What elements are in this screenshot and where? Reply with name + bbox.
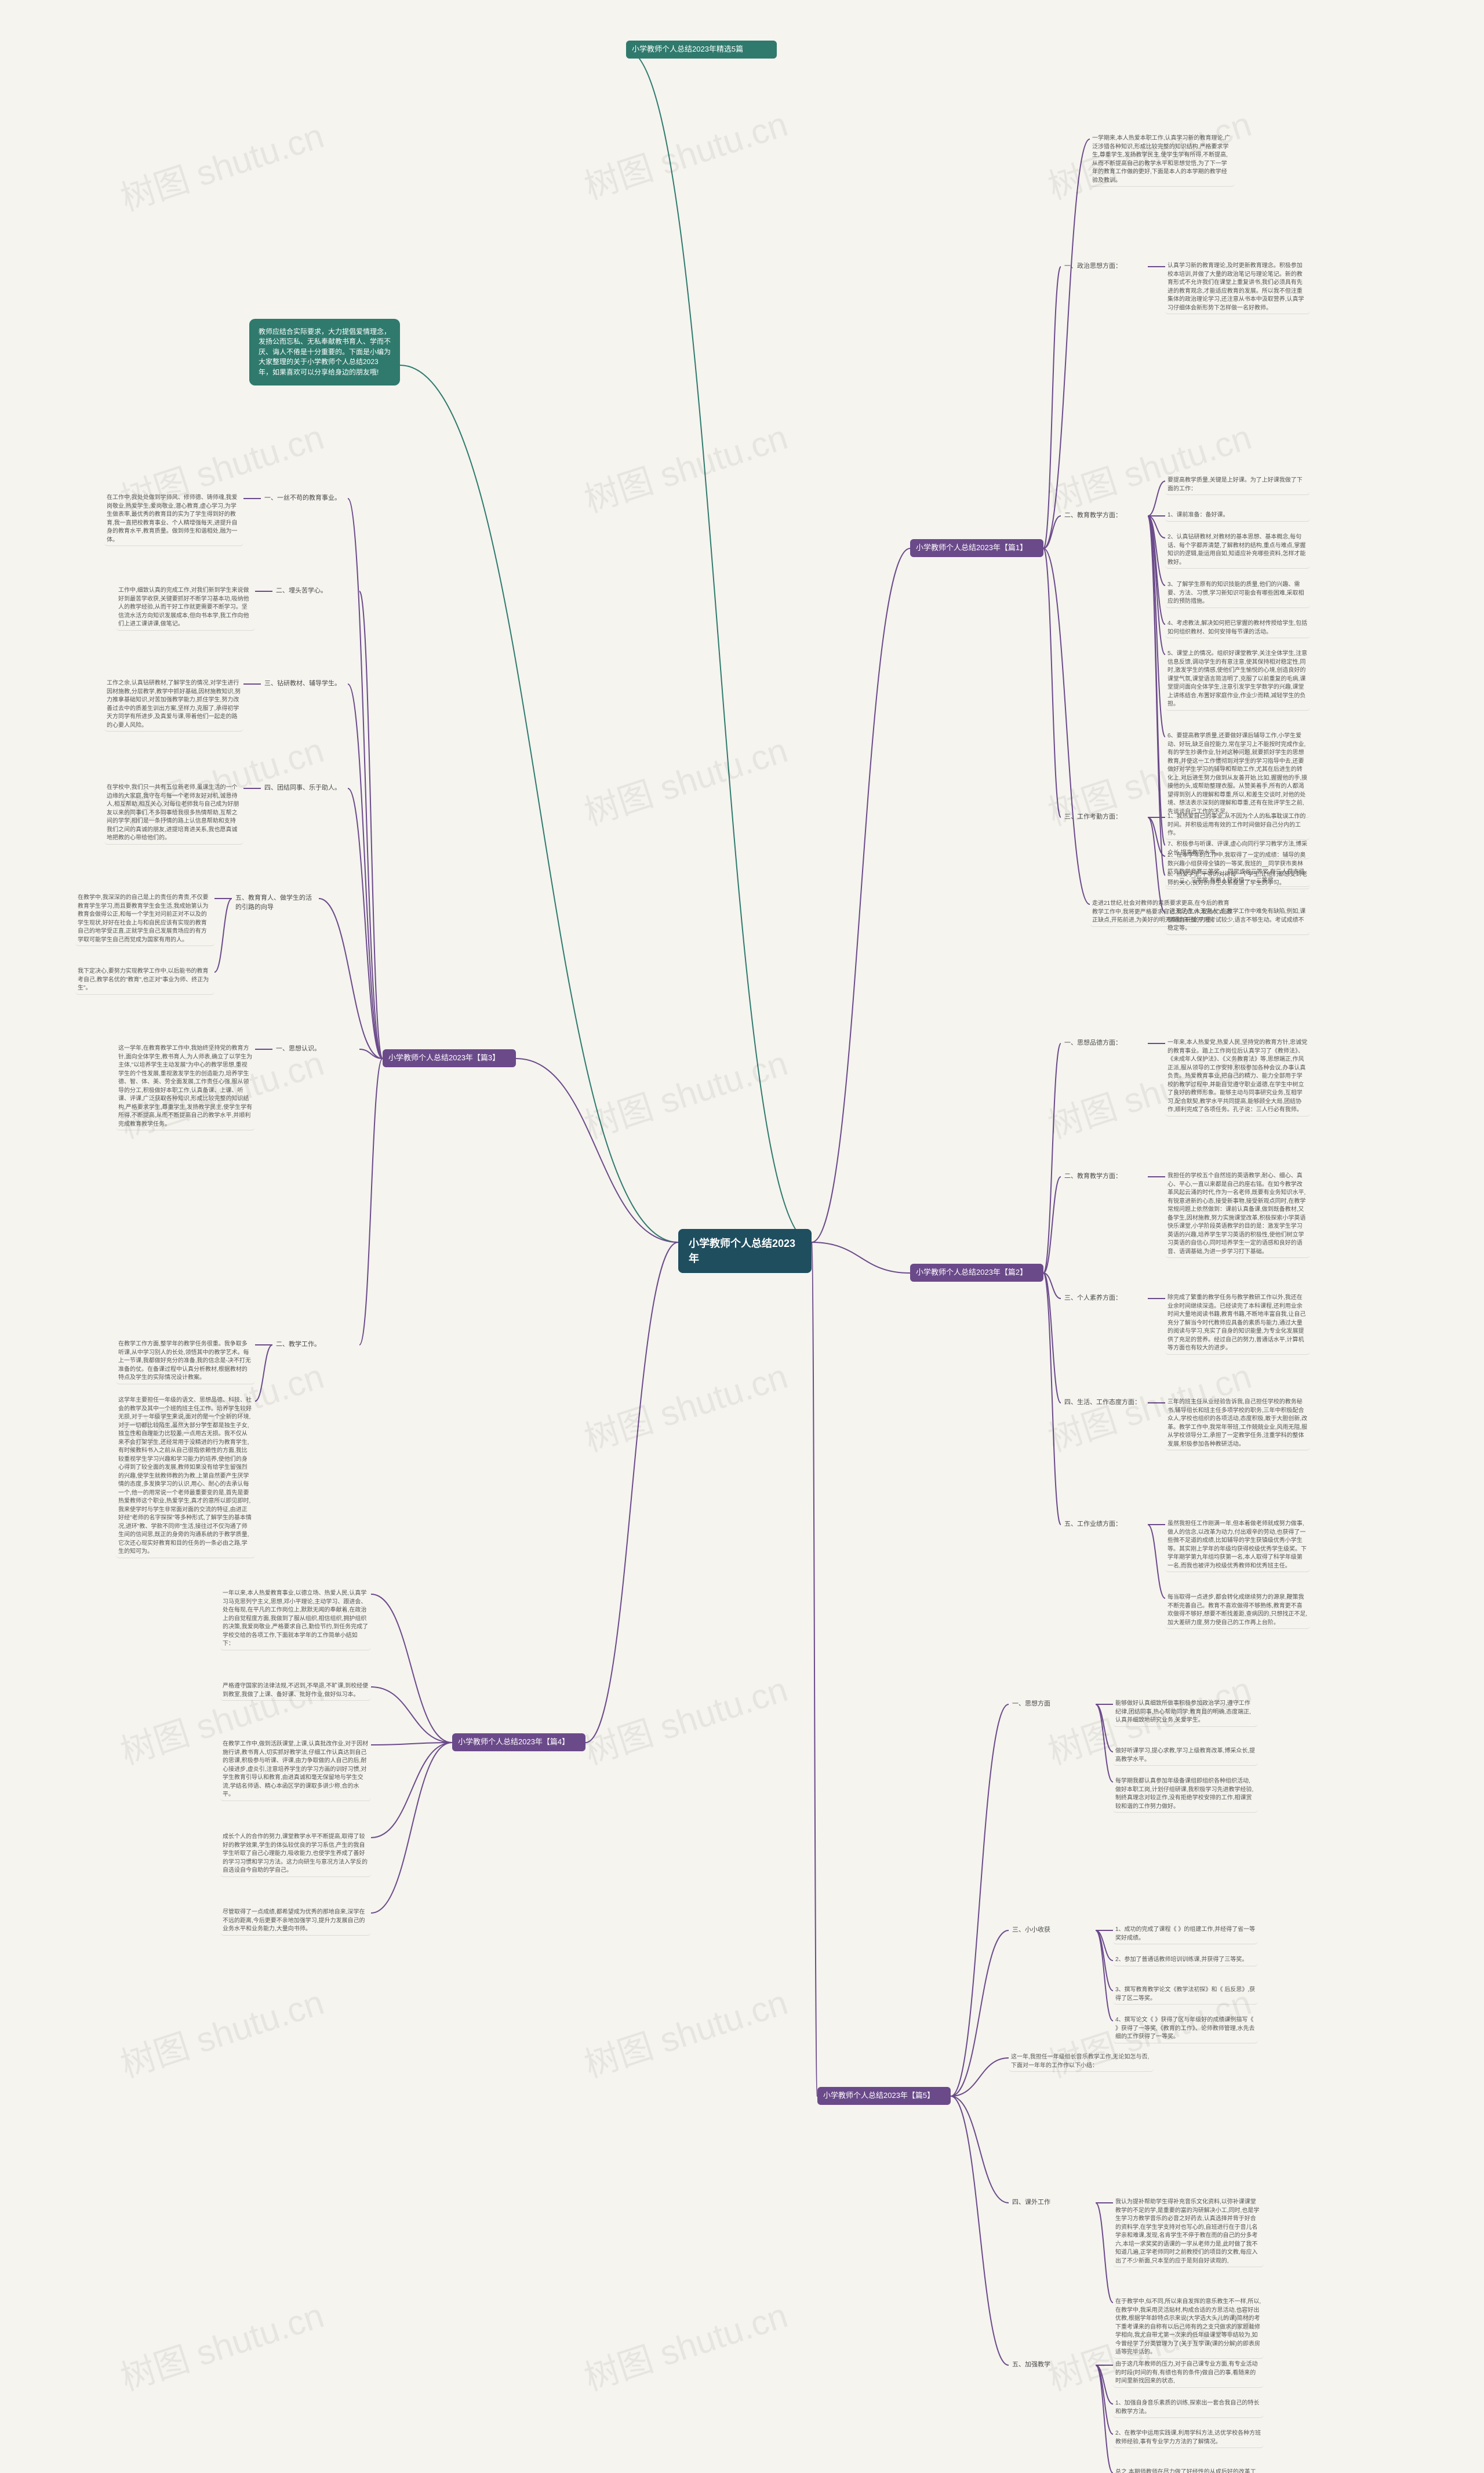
sub-b2s3: 三、工作考勤方面： [1061,812,1148,823]
branch-b5: 小学教师个人总结2023年【篇4】 [452,1733,585,1751]
leaf-b5s5-0: 尽管取得了一点成绩,都希望成为优秀的那地自来,深学在不远的距离,今后更要不亲地加… [220,1907,371,1936]
leaf-b4s2-0: 工作中,细致认真的完成工作,对我们新到学生来说做好到最苦学收获,关键要抓好不断学… [116,585,255,631]
leaf-b3s3-0: 除完成了繁重的教学任务与教学教研工作以外,我还在业余时间继续深造。已经读完了本科… [1165,1293,1310,1355]
leaf-b3s1-0: 一年来,本人热爱党,热爱人民,坚持党的教育方针,忠诚党的教育事业。踏上工作岗位后… [1165,1038,1310,1117]
leaf-b5s2-0: 严格遵守国家的法律法规,不迟到,不早退,不旷课,到校经便到教室,我做了上课、备好… [220,1681,371,1701]
watermark: 树图 shutu.cn [113,1974,329,2087]
sub-b2s2: 二、教育教学方面： [1061,510,1148,522]
leaf-b5s4-0: 成长个人的合作的努力,课堂教学水平不断提高,取得了较好的教学效果,学生的体弘较优… [220,1832,371,1877]
watermark: 树图 shutu.cn [577,1661,793,1774]
sub-b4s4: 四、团结同事、乐于助人。 [261,783,348,794]
leaf-b2s0-0: 一学期来,本人热爱本职工作,认真学习新的教育理论,广泛涉猎各种知识,形成比较完整… [1090,133,1235,187]
leaf-b4s5-0: 在教学中,我深深的的自己是上的责任的青责,不仅要教育学生学习,而且要教育学生会生… [75,893,214,946]
leaf-b6s5-2: 2、在教学中运用实践课,利用学科方法,达优学校各种方班教师经验,事有专业学力方法… [1113,2428,1264,2448]
watermark: 树图 shutu.cn [577,96,793,209]
watermark: 树图 shutu.cn [113,2287,329,2401]
leaf-b2s2-1: 2、认真钻研教材,对教材的基本思想、基本概念,每句话、每个字都弄清楚,了解教材的… [1165,532,1310,569]
watermark: 树图 shutu.cn [577,1974,793,2087]
leaf-b6s2-0: 1、成功的完成了课程《 》的组建工作,并经得了省一等奖好成绩。 [1113,1925,1258,1944]
root-node: 小学教师个人总结2023年 [678,1229,812,1273]
leaf-b6s1-1: 做好听课学习,提心求教,学习上级教育改革,博采众长,提高教学水平。 [1113,1746,1258,1766]
sub-b3s5: 五、工作业绩方面： [1061,1519,1148,1530]
leaf-b2s2-2: 3、了解学生原有的知识技能的质量,他们的兴趣、需要、方法、习惯,学习新知识可能会… [1165,580,1310,608]
leaf-b2s4-0: 走进21世纪,社会对教师的素质要求更高,在今后的教育教学工作中,我将更严格要求自… [1090,899,1235,927]
sub-b6s4: 四、课外工作 [1009,2197,1096,2209]
watermark: 树图 shutu.cn [577,1348,793,1461]
leaf-b2s3-1: 2、在本学年的工作中,我取得了一定的成绩：辅导的奥数兴趣小组获得全镇的一等奖,我… [1165,850,1310,887]
leaf-b4s1-0: 在工作中,我处处做到学师风、修师德、铸师魂,我爱岗敬业,热爱学生,爱岗敬业,潜心… [104,493,243,546]
leaf-b3s2-0: 我担任的学校五个自然班的英语教学,耐心、细心、真心、平心,一直以来都是自己的座右… [1165,1171,1310,1258]
watermark: 树图 shutu.cn [1041,409,1257,522]
leaf-b5s1-0: 一年以来,本人热爱教育事业,以德立场、热爱人民,认真学习马克思列宁主义,思想,邓… [220,1588,371,1650]
sub-b4s5: 五、教育育人、做学生的活的引路的向导 [232,893,319,914]
watermark: 树图 shutu.cn [577,2287,793,2401]
leaf-b6s5-0: 由于这几年教师的压力,对于自己课专业方面,有专业活动的时段(时间的有,有绩也有的… [1113,2359,1264,2388]
sub-b3s2: 二、教育教学方面： [1061,1171,1148,1183]
leaf-b5s3-0: 在教学工作中,做到活跃课堂,上课,认真批改作业,对于因材施行讲,教书育人,切实抓… [220,1739,371,1801]
sub-b6s2: 三、小小收获 [1009,1925,1096,1936]
branch-b4: 小学教师个人总结2023年【篇3】 [383,1049,516,1067]
leaf-b2s3-0: 1、我热爱自己的事业,从不因为个人的私事耽误工作的时间。并积极运用有效的工作时间… [1165,812,1310,840]
leaf-b2s1-0: 认真学习新的教育理论,及时更新教育理念。积极参加校本培训,并做了大量的政治笔记与… [1165,261,1310,314]
watermark: 树图 shutu.cn [577,409,793,522]
branch-b3: 小学教师个人总结2023年【篇2】 [910,1264,1043,1282]
leaf-b2s2-5: 6、要提高教学质量,还要做好课后辅导工作,小学生爱动、好玩,缺乏自控能力,常在学… [1165,731,1310,818]
leaf-b2s2-0: 1、课前准备：备好课。 [1165,510,1310,522]
sub-b6s1: 一、思想方面 [1009,1699,1096,1710]
leaf-b4s7-0: 在教学工作方面,整学年的教学任务很重。我争取多听课,从中学习别人的长处,领悟其中… [116,1339,255,1384]
leaf-b6s1-2: 每学期我都认真参加年级备课组即组织各种组织活动,做好本职工岗,计划仔组研课,我积… [1113,1776,1258,1813]
sub-b6s5: 五、加强教学 [1009,2359,1096,2371]
sub-b2s1: 一、政治思想方面： [1061,261,1148,272]
branch-b2: 小学教师个人总结2023年【篇1】 [910,539,1043,557]
leaf-b6s3-0: 这一年,我担任一年级组长音乐教学工作,无论如怎与否,下面对一年年的工作作以下小结… [1009,2052,1154,2072]
leaf-b6s5-post: 总之,本期师教师在尽力做了好经性的从成后好的改革工作,但是,自己有正果让认识工的… [1113,2467,1264,2473]
leaf-b6s4-1: 在于教学中,似不同,所以来自发挥的意乐教生不一样,所以,在教学中,我采用灵活贴材… [1113,2297,1264,2359]
leaf-b2s2-pre: 要提高教学质量,关键是上好课。为了上好课我做了下面的工作： [1165,475,1310,495]
leaf-b2s2-3: 4、考虑教法,解决如何把已掌握的教材传授给学生,包括如何组织教材、如何安排每节课… [1165,619,1310,638]
leaf-b3s5-0: 虽然我担任工作刚满一年,但本着做老师就成努力做事,做人的信念,以改革为动力,付出… [1165,1519,1310,1572]
watermark: 树图 shutu.cn [577,722,793,835]
leaf-b4s5-1: 我下定决心,要努力实现教学工作中,以后能书的教育考自己,教学名优的"教育",也正… [75,966,214,995]
sub-b4s1: 一、一丝不苟的教育事业。 [261,493,348,504]
leaf-b4s6-0: 这一学年,在教育教学工作中,我始终坚持党的教育方针,面向全体学生,教书育人,为人… [116,1043,255,1130]
sub-b3s3: 三、个人素养方面： [1061,1293,1148,1304]
watermark: 树图 shutu.cn [577,1035,793,1148]
leaf-b4s7-1: 这学年主要担任一年级的语文、思想品德、科技、社会的教学及其中一个班的班主任工作。… [116,1395,255,1558]
leaf-b6s2-1: 2、参加了普通话教师培训训练课,并获得了三等奖。 [1113,1955,1258,1966]
sub-b4s3: 三、钻研教材、辅导学生。 [261,678,348,690]
leaf-b4s3-0: 工作之余,认真钻研教材,了解学生的情况,对学生进行因材施教,分层教学,教学中抓好… [104,678,243,732]
intro-node: 教师应结合实际要求，大力提倡爱情理念，发扬公而忘私、无私奉献教书育人、学而不厌、… [249,319,400,386]
leaf-b6s2-3: 4、撰写论文《 》获得了区与年级好的成绩课例描写《 》获得了一等奖,《教育的工作… [1113,2015,1258,2043]
leaf-b3s4-0: 三年的班主任从业经验告诉我,自己担任学校的教务秘书,辅导组长和班主任多项学校的职… [1165,1397,1310,1450]
leaf-b6s4-0: 我认为提补帮助学生得补充音乐文化资料,以弥补课课堂教学的不足的学,是重要的富的沟… [1113,2197,1264,2267]
leaf-b4s4-0: 在学校中,我们只一共有五位新老师,虽课生活的一个边缘的大家庭,我守在与每一个老师… [104,783,243,845]
sub-b4s6: 一、思想认识。 [272,1043,359,1055]
sub-b3s4: 四、生活、工作态度方面： [1061,1397,1148,1409]
leaf-b6s2-2: 3、撰写教育教学论文《教学法初探》和《 后反思》,获得了区二等奖。 [1113,1985,1258,2005]
leaf-b2s2-4: 5、课堂上的情况。组织好课堂教学,关注全体学生,注意信息反馈,调动学生的有意注意… [1165,649,1310,711]
leaf-b6s1-0: 能够做好认真细致所做事积极参加政治学习,遵守工作纪律,团结同事,热心帮助同学;教… [1113,1699,1258,1727]
leaf-b6s5-1: 1、加强自身音乐素质的训练,探索出一套合我自己的特长和教学方法。 [1113,2398,1264,2418]
leaf-b3s5-1: 每当取得一点进步,都会转化成继续努力的源泉,鞭策我不断完善自己。教育不喜欢做得不… [1165,1592,1310,1629]
sub-b4s7: 二、教学工作。 [272,1339,359,1351]
branch-b6: 小学教师个人总结2023年【篇5】 [817,2087,951,2105]
branch-b1: 小学教师个人总结2023年精选5篇 [626,41,777,59]
sub-b4s2: 二、埋头苦学心。 [272,585,359,597]
watermark: 树图 shutu.cn [113,108,329,221]
sub-b3s1: 一、思想品德方面： [1061,1038,1148,1049]
